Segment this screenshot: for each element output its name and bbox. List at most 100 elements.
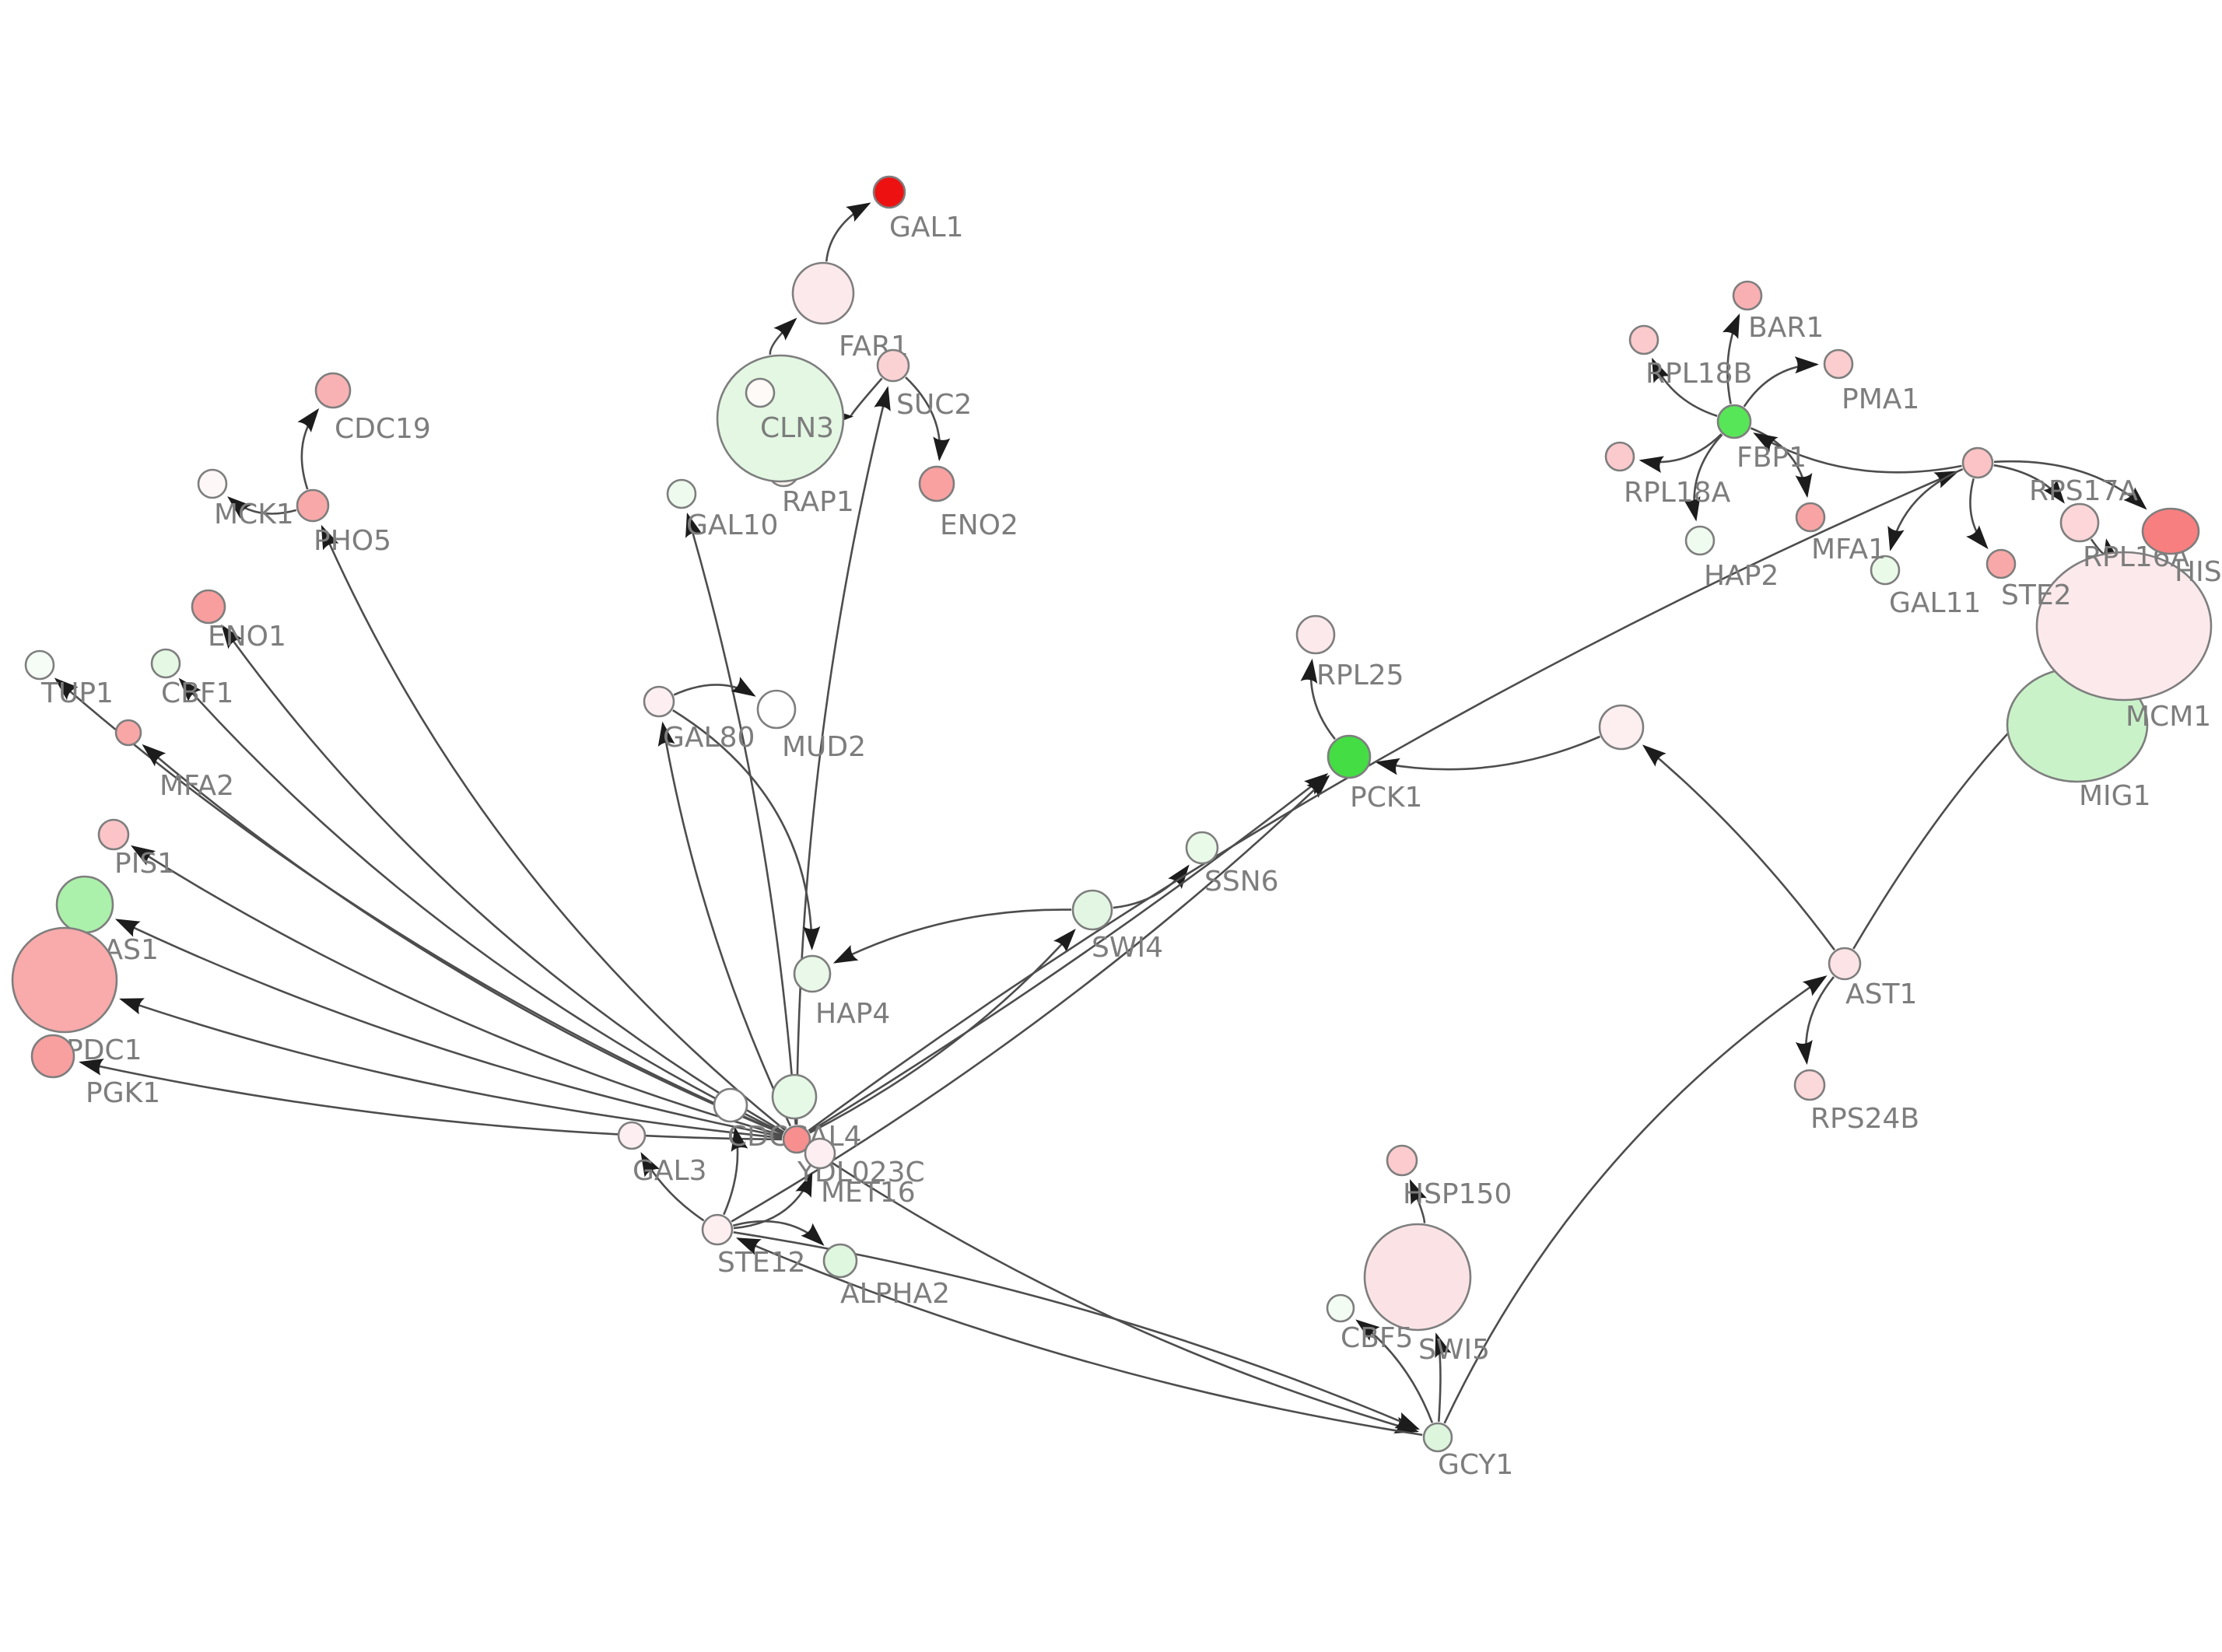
node-STE2[interactable] [1985,548,2017,579]
edge-PHO5-MCK1[interactable] [227,496,297,519]
node-RPS17A[interactable] [1961,446,1994,479]
edge-GAL80-MUD2[interactable] [673,677,756,697]
node-RAS1[interactable] [55,875,114,934]
node-ENO1[interactable] [191,589,226,625]
edge-AST1-RPS24B[interactable] [1795,976,1835,1066]
node-HAP2[interactable] [1684,525,1716,556]
edge-YDL023C-SWI4[interactable] [809,928,1076,1134]
edge-FBP1-RPL18B[interactable] [1652,357,1718,418]
node-SSN6[interactable] [1185,831,1219,865]
edge-RPS17A-GAL11[interactable] [1887,468,1964,551]
node-CDCX[interactable] [713,1087,748,1123]
node-GAL1[interactable] [872,175,906,209]
node-GCY1[interactable] [1422,1422,1453,1453]
edge-RPS17A-HIS4[interactable] [1993,460,2147,510]
node-PMA1[interactable] [1823,348,1854,380]
node-FAR1[interactable] [791,261,855,325]
edge-YDL023C-PHO5[interactable] [321,524,787,1132]
node-ALPHA2[interactable] [822,1243,858,1279]
node-MCK1[interactable] [197,468,228,499]
node-PDC1[interactable] [11,926,118,1034]
node-RPL16A[interactable] [2059,502,2100,543]
edge-GCY1-STE12[interactable] [735,1237,1423,1437]
edge-STE12-CDCX[interactable] [723,1126,748,1216]
node-RPL18A[interactable] [1604,441,1635,472]
node-label-CDC19: CDC19 [335,413,431,445]
edge-PHO5-CDC19[interactable] [297,408,320,490]
node-label-SSN6: SSN6 [1204,866,1279,898]
edge-PCK1-RPL25[interactable] [1300,658,1336,740]
node-GAL3[interactable] [617,1121,647,1150]
node-MCM1[interactable] [2035,551,2213,702]
node-CBF1[interactable] [150,648,181,679]
edge-YDL023C-ENO1[interactable] [221,624,785,1133]
edge-SWI5-HSP150[interactable] [1409,1179,1427,1223]
node-GAL4[interactable] [771,1073,818,1120]
edge-YDL023C-PDC1[interactable] [119,998,783,1139]
edge-YDL023C-GAL10[interactable] [685,513,797,1125]
edge-RPS17A-FBP1[interactable] [1753,432,1962,474]
edge-UNK-PCK1[interactable] [1375,735,1601,775]
edge-SUC2-CLN3[interactable] [829,377,883,426]
node-GAL11[interactable] [1870,555,1901,586]
node-BAR1[interactable] [1732,280,1763,311]
edge-FBP1-HAP2[interactable] [1683,434,1723,522]
edge-GCY1-AST1[interactable] [1443,975,1828,1424]
node-MFA2[interactable] [114,719,142,747]
node-WHT1[interactable] [745,377,776,408]
node-FBP1[interactable] [1716,404,1752,439]
node-MUD2[interactable] [756,689,797,730]
edge-CLN3-FAR1[interactable] [769,317,797,355]
edge-YDL023C-PGK1[interactable] [79,1059,783,1141]
node-RPL18B[interactable] [1628,324,1659,355]
node-SWI5[interactable] [1363,1223,1472,1332]
node-YDL023C[interactable] [782,1125,811,1154]
edge-GAL80-HAP4[interactable] [672,709,821,950]
node-MFA1[interactable] [1795,502,1826,533]
edge-YDL023C-CBF1[interactable] [178,677,784,1134]
node-CBF5[interactable] [1326,1293,1355,1323]
edge-AST1-UNK[interactable] [1642,744,1835,951]
edge-SUC2-ENO2[interactable] [905,376,951,462]
edge-YDL023C-RAS1[interactable] [114,919,783,1138]
node-RPL25[interactable] [1295,614,1336,655]
edge-STE12-GAL3[interactable] [640,1152,705,1222]
edge-RPS17A-RPL16A[interactable] [1993,464,2065,504]
node-UNK[interactable] [1598,704,1645,751]
node-PHO5[interactable] [296,488,330,523]
node-AST1[interactable] [1828,947,1862,981]
node-RPS24B[interactable] [1793,1069,1826,1101]
edge-FBP1-PMA1[interactable] [1743,356,1819,408]
edge-YDL023C-PCK1[interactable] [808,772,1329,1133]
node-PCK1[interactable] [1327,734,1372,779]
node-HSP150[interactable] [1386,1144,1418,1177]
node-label-RPS24B: RPS24B [1810,1103,1919,1135]
edge-FBP1-RPL18A[interactable] [1638,433,1723,473]
node-MET16[interactable] [804,1137,836,1170]
edge-YDL023C-GCY1[interactable] [808,1146,1419,1433]
node-GAL10[interactable] [666,478,697,509]
edge-YDL023C-GAL80[interactable] [657,721,792,1127]
node-PIS1[interactable] [97,818,130,851]
node-SUC2[interactable] [876,348,910,383]
edge-GCY1-SWI5[interactable] [1435,1332,1452,1423]
edge-YDL023C-PIS1[interactable] [130,845,783,1137]
node-CDC19[interactable] [314,372,352,409]
edge-SWI4-HAP4[interactable] [832,908,1072,964]
edge-STE12-MET16[interactable] [733,1172,813,1230]
edge-YDL023C-SUC2[interactable] [795,386,891,1125]
node-TUP1[interactable] [24,649,55,681]
node-STE12[interactable] [701,1213,734,1246]
edge-GCY1-CBF5[interactable] [1355,1319,1434,1423]
node-HIS4[interactable] [2141,507,2200,555]
node-GAL80[interactable] [643,685,675,718]
edge-FAR1-GAL1[interactable] [825,202,871,262]
node-ENO2[interactable] [918,465,955,502]
edge-YDL023C-MFA2[interactable] [142,744,783,1136]
node-HAP4[interactable] [793,954,832,993]
node-SWI4[interactable] [1071,889,1113,931]
node-PGK1[interactable] [30,1034,75,1079]
edge-FBP1-BAR1[interactable] [1722,313,1740,404]
edge-RPS17A-STE2[interactable] [1966,478,1989,550]
edge-STE12-ALPHA2[interactable] [732,1220,825,1246]
